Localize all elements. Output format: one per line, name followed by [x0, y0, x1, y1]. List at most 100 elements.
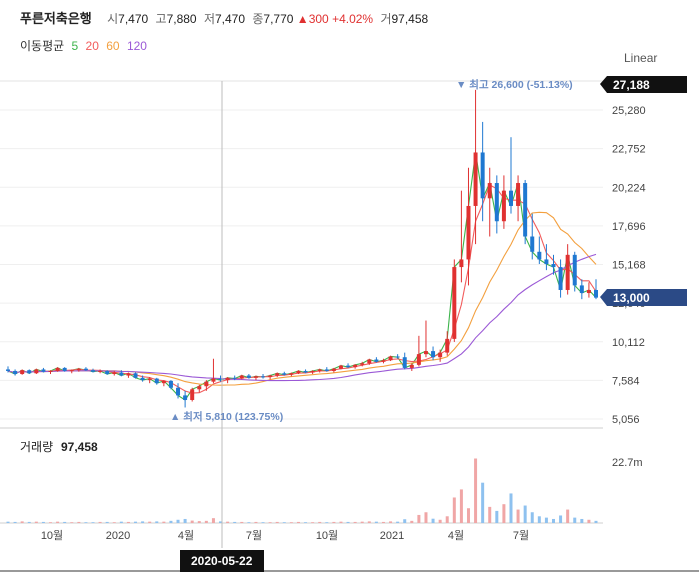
candle-body	[83, 368, 88, 371]
volume-bar	[13, 521, 17, 523]
candle-body	[402, 357, 407, 368]
volume-bar	[424, 512, 428, 523]
x-tick-label: 10월	[316, 529, 338, 542]
candle-body	[551, 264, 556, 268]
ma-legend-20[interactable]: 20	[85, 39, 99, 53]
scale-mode-button[interactable]: Linear	[624, 51, 658, 65]
volume-bar	[226, 521, 230, 523]
volume-bar	[282, 522, 286, 523]
candle-body	[112, 372, 117, 375]
volume-bar	[367, 521, 371, 523]
volume-bar	[523, 505, 527, 523]
candle-body	[501, 190, 506, 222]
candle-body	[431, 351, 436, 358]
volume-bar	[254, 521, 258, 523]
volume-bar	[580, 518, 584, 523]
volume-bar	[573, 517, 577, 523]
candle-body	[565, 254, 570, 290]
ma-legend-5[interactable]: 5	[71, 39, 79, 53]
candle-body	[331, 368, 336, 371]
candle-body	[572, 254, 577, 286]
axis-top-tag-text: 27,188	[613, 78, 650, 92]
y-axis-ticks: 25,28022,75220,22417,69615,16812,64010,1…	[612, 105, 646, 426]
volume-bar	[247, 522, 251, 523]
ma-line-120	[7, 253, 597, 382]
x-tick-label: 10월	[41, 529, 63, 542]
candle-body	[154, 378, 159, 384]
x-tick-label: 7월	[246, 529, 262, 542]
candle-body	[126, 373, 131, 376]
volume-bar	[91, 522, 95, 523]
volume-bar	[34, 521, 38, 523]
volume-bar	[141, 521, 145, 523]
y-tick-label: 17,696	[612, 221, 646, 233]
candle-body	[346, 365, 351, 368]
candle-body	[353, 364, 358, 368]
y-tick-label: 7,584	[612, 375, 640, 387]
volume-bar	[190, 520, 194, 523]
volume-bar	[134, 521, 138, 523]
volume-bar	[56, 521, 60, 523]
volume-bar	[183, 518, 187, 523]
candle-body	[105, 370, 110, 375]
close-value: 7,770	[263, 12, 294, 26]
volume-bar	[353, 521, 357, 523]
volume-bar	[275, 521, 279, 523]
volume-bar	[410, 520, 414, 523]
volume-bar	[551, 518, 555, 523]
candle-body	[161, 380, 166, 384]
candle-body	[246, 375, 251, 378]
candle-body	[523, 183, 528, 237]
volume-bar	[289, 522, 293, 523]
candle-body	[480, 152, 485, 199]
change-value: 300	[308, 12, 329, 26]
crosshair-date-text: 2020-05-22	[191, 554, 253, 568]
volume-bar	[233, 521, 237, 523]
candle-body	[423, 351, 428, 355]
candle-body	[374, 359, 379, 362]
volume-bar	[105, 521, 109, 523]
x-axis-ticks: 10월 2020 4월 7월 10월 2021 4월 7월	[41, 529, 529, 542]
candle-body	[324, 369, 329, 371]
candle-body	[133, 373, 138, 378]
candle-body	[466, 205, 471, 260]
ma-legend-120[interactable]: 120	[126, 39, 147, 53]
ma-line-20	[7, 184, 597, 394]
volume-bar	[459, 489, 463, 523]
volume-bar	[495, 510, 499, 523]
low-value: 7,470	[215, 12, 246, 26]
volume-bar	[325, 522, 329, 523]
ma-legend-60[interactable]: 60	[106, 39, 120, 53]
candle-body	[367, 359, 372, 364]
candle-body	[459, 259, 464, 268]
volume-bar	[261, 522, 265, 523]
candle-body	[232, 377, 237, 379]
crosshair-date-tag: 2020-05-22	[180, 550, 264, 572]
volume-tick-label: 22.7m	[612, 457, 643, 469]
volume-bar	[346, 521, 350, 523]
volume-bars: 22.7m	[6, 457, 643, 523]
low-label: 저	[203, 12, 215, 26]
change-percent: +4.02%	[332, 12, 374, 26]
candle-body	[183, 395, 188, 400]
candle-body	[34, 369, 39, 374]
candle-body	[416, 354, 421, 365]
volume-bar	[544, 517, 548, 523]
candle-body	[197, 386, 202, 390]
volume-bar	[594, 520, 598, 523]
candle-body	[296, 370, 301, 374]
y-tick-label: 20,224	[612, 182, 646, 194]
candle-body	[275, 373, 280, 376]
candle-body	[452, 267, 457, 339]
volume-bar	[559, 515, 563, 523]
moving-average-legend[interactable]: 이동평균 5 20 60 120	[20, 37, 147, 54]
volume-bar	[176, 519, 180, 523]
candle-body	[516, 183, 521, 206]
candle-body	[225, 377, 230, 381]
y-tick-label: 25,280	[612, 105, 646, 117]
candle-body	[530, 236, 535, 252]
candle-body	[473, 152, 478, 206]
candle-body	[303, 370, 308, 373]
candle-body	[586, 289, 591, 294]
